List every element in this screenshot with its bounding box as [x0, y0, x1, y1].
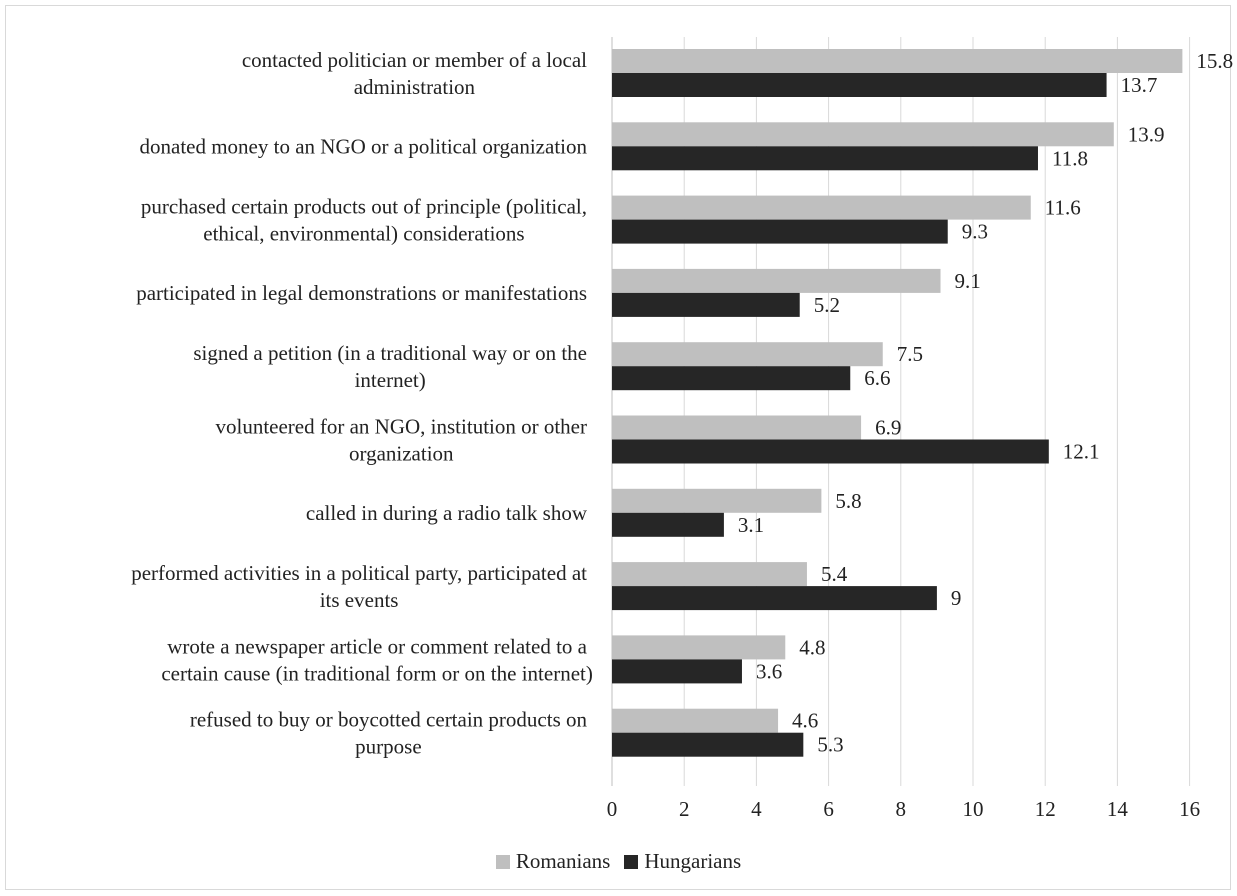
data-label: 15.8 — [1196, 49, 1233, 73]
bar-hungarians — [612, 292, 800, 317]
legend-label-hungarians: Hungarians — [644, 849, 742, 873]
data-label: 5.3 — [817, 733, 843, 757]
category-label: refused to buy or boycotted certain prod… — [190, 708, 588, 732]
x-tick-label: 14 — [1107, 797, 1129, 821]
category-label: wrote a newspaper article or comment rel… — [167, 634, 587, 658]
data-label: 6.6 — [864, 366, 890, 390]
data-label: 3.1 — [738, 513, 764, 537]
category-label: performed activities in a political part… — [131, 561, 587, 585]
category-label: participated in legal demonstrations or … — [136, 281, 587, 305]
data-label: 11.8 — [1052, 146, 1088, 170]
bar-hungarians — [612, 73, 1107, 97]
bar-romanians — [612, 708, 779, 733]
bar-romanians — [612, 415, 862, 440]
legend-label-romanians: Romanians — [515, 849, 611, 873]
data-label: 9.1 — [955, 269, 981, 293]
bar-romanians — [612, 122, 1114, 147]
bar-hungarians — [612, 659, 742, 684]
bar-hungarians — [612, 366, 851, 391]
x-tick-label: 6 — [823, 797, 834, 821]
data-label: 5.4 — [821, 562, 848, 586]
bar-hungarians — [612, 732, 804, 757]
data-label: 9 — [951, 586, 962, 610]
category-label: contacted politician or member of a loca… — [242, 48, 587, 72]
category-label: purchased certain products out of princi… — [141, 195, 587, 219]
category-label: purpose — [355, 735, 422, 759]
bar-romanians — [612, 268, 941, 293]
bar-romanians — [612, 488, 822, 513]
data-label: 12.1 — [1063, 440, 1100, 464]
x-tick-label: 12 — [1035, 797, 1056, 821]
category-label: certain cause (in traditional form or on… — [161, 661, 593, 685]
legend: Romanians Hungarians — [0, 849, 1237, 874]
data-label: 13.7 — [1121, 73, 1158, 97]
bar-hungarians — [612, 219, 948, 244]
data-label: 4.6 — [792, 709, 818, 733]
bar-romanians — [612, 635, 786, 660]
bar-hungarians — [612, 586, 937, 611]
category-label: internet) — [355, 368, 426, 392]
category-label: organization — [349, 442, 454, 466]
data-label: 9.3 — [962, 220, 988, 244]
data-label: 11.6 — [1045, 196, 1081, 220]
category-label: ethical, environmental) considerations — [203, 222, 524, 246]
legend-swatch-romanians — [495, 854, 510, 869]
bar-romanians — [612, 342, 883, 367]
legend-item-romanians: Romanians — [495, 849, 611, 874]
bar-romanians — [612, 49, 1183, 73]
category-label: donated money to an NGO or a political o… — [140, 134, 588, 158]
x-tick-label: 0 — [607, 797, 618, 821]
data-label: 13.9 — [1128, 122, 1165, 146]
legend-item-hungarians: Hungarians — [624, 849, 741, 874]
data-label: 4.8 — [799, 635, 825, 659]
category-label: signed a petition (in a traditional way … — [193, 341, 587, 365]
data-label: 6.9 — [875, 416, 901, 440]
category-label: administration — [354, 75, 476, 99]
x-tick-label: 10 — [963, 797, 984, 821]
bar-romanians — [612, 562, 807, 587]
data-label: 5.2 — [814, 293, 840, 317]
bar-romanians — [612, 195, 1031, 220]
x-tick-label: 8 — [896, 797, 907, 821]
legend-swatch-hungarians — [624, 854, 639, 869]
data-label: 7.5 — [897, 342, 923, 366]
data-label: 3.6 — [756, 659, 782, 683]
bar-hungarians — [612, 439, 1049, 464]
x-tick-label: 4 — [751, 797, 762, 821]
category-label: its events — [320, 588, 399, 612]
x-tick-label: 16 — [1179, 797, 1200, 821]
category-label: volunteered for an NGO, institution or o… — [216, 415, 588, 439]
bar-hungarians — [612, 146, 1038, 171]
category-label: called in during a radio talk show — [306, 501, 588, 525]
x-tick-label: 2 — [679, 797, 690, 821]
data-label: 5.8 — [835, 489, 861, 513]
bar-hungarians — [612, 512, 724, 537]
